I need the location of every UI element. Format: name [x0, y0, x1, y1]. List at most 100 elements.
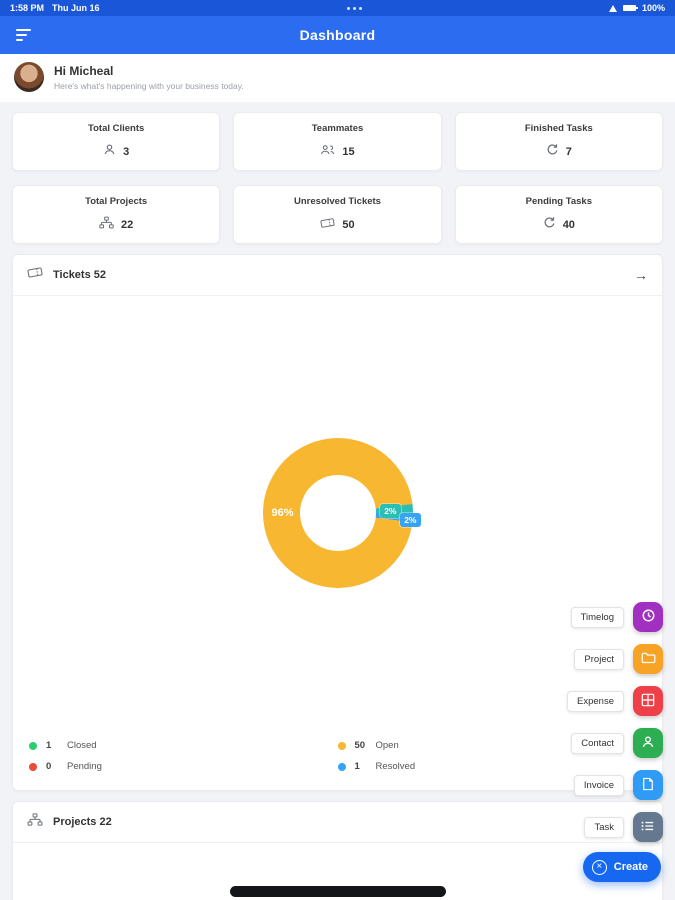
- legend-count: 50: [354, 740, 366, 751]
- stat-card-total-projects[interactable]: Total Projects 22: [12, 185, 221, 244]
- contact-button[interactable]: [633, 728, 663, 758]
- tickets-card: Tickets 52 → 96% 2% 2% 1 Closed 50 Open: [12, 254, 663, 791]
- invoice-button[interactable]: [633, 770, 663, 800]
- legend-item-closed: 1 Closed: [29, 740, 338, 751]
- status-time: 1:58 PM: [10, 3, 45, 13]
- stat-card-teammates[interactable]: Teammates 15: [233, 112, 442, 171]
- user-icon: [103, 143, 116, 161]
- stat-value: 7: [565, 146, 572, 158]
- projects-card: Projects 22: [12, 801, 663, 900]
- stat-label: Finished Tasks: [524, 123, 593, 134]
- project-button[interactable]: [633, 644, 663, 674]
- donut-open-percent: 96%: [271, 507, 294, 519]
- arrow-right-icon[interactable]: →: [634, 267, 648, 283]
- legend-dot-open: [337, 741, 346, 750]
- close-icon: ×: [591, 859, 607, 875]
- fab-label-task[interactable]: Task: [584, 816, 624, 838]
- tickets-legend: 1 Closed 50 Open 0 Pending 1 Resolved: [29, 740, 646, 772]
- stat-value: 50: [342, 219, 355, 231]
- grid-icon: [641, 693, 655, 710]
- stat-label: Total Clients: [88, 123, 145, 134]
- refresh-icon: [546, 143, 559, 161]
- fab-row-task: Task: [584, 812, 663, 842]
- person-icon: [641, 735, 655, 752]
- stats-grid: Total Clients 3 Teammates 15 Finished Ta…: [0, 102, 675, 244]
- fab-label-invoice[interactable]: Invoice: [573, 774, 624, 796]
- projects-header[interactable]: Projects 22: [13, 802, 662, 843]
- status-date: Thu Jun 16: [52, 3, 100, 13]
- status-bar: 1:58 PM Thu Jun 16 100%: [0, 0, 675, 16]
- greeting-banner: Hi Micheal Here's what's happening with …: [0, 54, 675, 102]
- expense-button[interactable]: [633, 686, 663, 716]
- timelog-button[interactable]: [633, 602, 663, 632]
- fab-row-invoice: Invoice: [573, 770, 663, 800]
- legend-count: 0: [46, 761, 52, 772]
- stat-card-finished-tasks[interactable]: Finished Tasks 7: [454, 112, 663, 171]
- sitemap-icon: [27, 813, 43, 831]
- stat-label: Pending Tasks: [525, 196, 592, 207]
- create-button-label: Create: [613, 861, 648, 873]
- home-indicator[interactable]: [229, 886, 446, 897]
- legend-item-open: 50 Open: [337, 740, 647, 751]
- legend-dot-pending: [29, 762, 37, 771]
- fab-row-project: Project: [574, 644, 663, 674]
- users-icon: [320, 143, 335, 161]
- fab-row-expense: Expense: [567, 686, 663, 716]
- ticket-icon: [320, 216, 335, 234]
- stat-label: Total Projects: [85, 196, 148, 207]
- greeting-title: Hi Micheal: [54, 63, 114, 78]
- page-title: Dashboard: [299, 27, 376, 43]
- legend-label: Open: [375, 740, 399, 751]
- fab-row-timelog: Timelog: [570, 602, 663, 632]
- legend-label: Closed: [67, 740, 97, 751]
- projects-title: Projects 22: [53, 816, 112, 828]
- stat-value: 3: [123, 146, 130, 158]
- tickets-title: Tickets 52: [53, 269, 107, 281]
- tickets-header[interactable]: Tickets 52 →: [13, 255, 662, 296]
- network-icon: [608, 4, 617, 12]
- donut-closed-percent: 2%: [380, 504, 401, 518]
- menu-icon[interactable]: [16, 26, 31, 44]
- status-notification-dots: [346, 6, 362, 10]
- fab-label-project[interactable]: Project: [574, 648, 624, 670]
- tickets-donut: 96% 2% 2%: [262, 438, 421, 588]
- legend-dot-closed: [29, 741, 37, 750]
- stat-value: 40: [562, 219, 575, 231]
- greeting-subtitle: Here's what's happening with your busine…: [54, 80, 244, 91]
- stat-card-total-clients[interactable]: Total Clients 3: [12, 112, 221, 171]
- document-icon: [642, 777, 654, 794]
- legend-count: 1: [46, 740, 52, 751]
- refresh-icon: [543, 216, 556, 234]
- fab-menu: Timelog Project Expense Contact Invoice: [567, 602, 663, 842]
- donut-hole: [299, 475, 376, 551]
- stat-label: Teammates: [311, 123, 364, 134]
- tickets-chart-area: 96% 2% 2% 1 Closed 50 Open 0: [13, 296, 662, 790]
- legend-item-pending: 0 Pending: [29, 761, 338, 772]
- app-bar: Dashboard: [0, 16, 675, 54]
- clock-icon: [641, 608, 656, 626]
- stat-value: 22: [121, 219, 134, 231]
- stat-card-unresolved-tickets[interactable]: Unresolved Tickets 50: [233, 185, 442, 244]
- folder-icon: [641, 651, 656, 667]
- legend-dot-resolved: [337, 762, 346, 771]
- list-icon: [641, 820, 655, 835]
- sitemap-icon: [99, 216, 114, 234]
- fab-label-expense[interactable]: Expense: [567, 690, 624, 712]
- stat-label: Unresolved Tickets: [294, 196, 381, 207]
- fab-label-contact[interactable]: Contact: [571, 732, 624, 754]
- stat-value: 15: [342, 146, 355, 158]
- legend-label: Resolved: [375, 761, 416, 772]
- stat-card-pending-tasks[interactable]: Pending Tasks 40: [454, 185, 663, 244]
- battery-percent: 100%: [641, 3, 665, 13]
- task-button[interactable]: [633, 812, 663, 842]
- legend-label: Pending: [67, 761, 102, 772]
- fab-label-timelog[interactable]: Timelog: [570, 606, 624, 628]
- fab-row-contact: Contact: [571, 728, 663, 758]
- legend-count: 1: [354, 761, 360, 772]
- create-button[interactable]: × Create: [582, 852, 661, 882]
- avatar[interactable]: [14, 62, 44, 92]
- donut-resolved-percent: 2%: [400, 513, 421, 527]
- legend-item-resolved: 1 Resolved: [337, 761, 647, 772]
- battery-icon: [622, 5, 638, 11]
